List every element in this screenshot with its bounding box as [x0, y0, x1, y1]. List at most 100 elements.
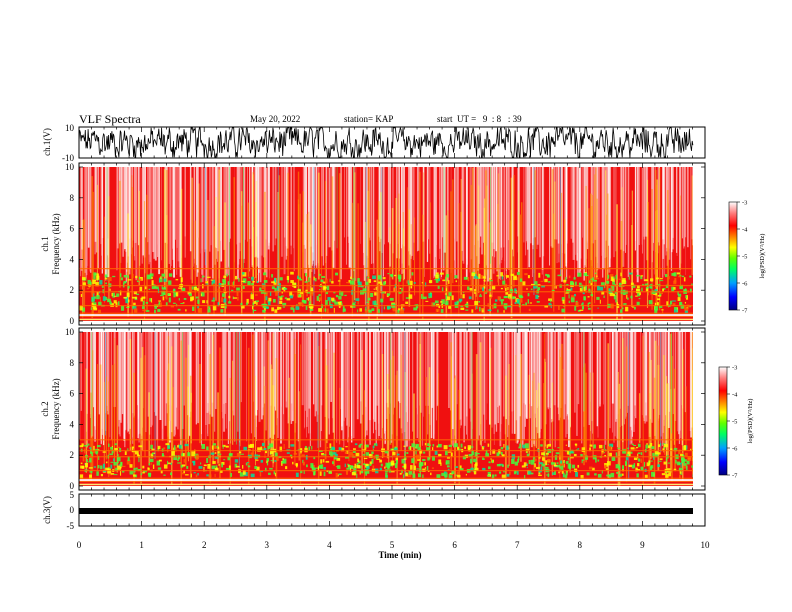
- spectrogram-cell: [470, 446, 474, 448]
- spectrogram-streak: [558, 332, 560, 421]
- spectrogram-cell: [473, 469, 477, 475]
- spectrogram-cell: [551, 289, 555, 291]
- spectrogram-cell: [407, 280, 409, 284]
- colorbar-tick-label: -3: [732, 365, 737, 372]
- spectrogram-streak: [362, 332, 364, 415]
- spectrogram-line: [79, 291, 693, 293]
- spectrogram-cell: [140, 473, 143, 475]
- spectrogram-cell: [468, 447, 471, 452]
- spectrogram-cell: [683, 459, 687, 462]
- spectrogram-cell: [231, 289, 234, 292]
- spectrogram-streak: [660, 332, 662, 453]
- spectrogram-cell: [497, 296, 501, 301]
- spectrogram-cell: [521, 465, 526, 468]
- spectrogram-cell: [365, 472, 368, 476]
- spectrogram-cell: [173, 445, 176, 450]
- spectrogram-cell: [263, 280, 268, 283]
- spectrogram-streak: [666, 190, 669, 287]
- spectrogram-cell: [488, 461, 491, 464]
- spectrogram-cell: [278, 306, 282, 310]
- spectrogram-cell: [620, 309, 623, 314]
- spectrogram-cell: [329, 448, 333, 451]
- ch2-freq-ylabel-ch: ch.2: [40, 401, 50, 416]
- spectrogram-cell: [519, 294, 523, 298]
- spectrogram-cell: [147, 467, 150, 471]
- spectrogram-cell: [269, 291, 272, 296]
- spectrogram-cell: [131, 447, 134, 453]
- spectrogram-cell: [411, 272, 414, 276]
- spectrogram-cell: [373, 288, 376, 290]
- spectrogram-streak: [427, 167, 430, 240]
- spectrogram-cell: [650, 442, 653, 447]
- x-tick-label: 8: [578, 540, 583, 550]
- spectrogram-cell: [444, 472, 448, 478]
- spectrogram-streak: [503, 167, 505, 248]
- spectrogram-cell: [292, 461, 294, 465]
- spectrogram-cell: [318, 464, 323, 469]
- spectrogram-cell: [239, 451, 242, 454]
- spectrogram-cell: [568, 300, 570, 304]
- spectrogram-cell: [240, 302, 243, 307]
- spectrogram-streak: [367, 190, 369, 312]
- spectrogram-cell: [448, 280, 450, 284]
- spectrogram-cell: [526, 453, 530, 457]
- spectrogram-streak: [634, 167, 636, 251]
- spectrogram-cell: [259, 287, 262, 292]
- spectrogram-streak: [408, 332, 410, 447]
- spectrogram-cell: [573, 453, 577, 457]
- spectrogram-streak: [553, 213, 555, 312]
- spectrogram-streak: [533, 332, 536, 418]
- spectrogram-cell: [274, 309, 278, 314]
- spectrogram-cell: [304, 281, 308, 283]
- spectrogram-cell: [320, 279, 324, 282]
- spectrogram-cell: [308, 277, 310, 282]
- spectrogram-streak: [224, 202, 226, 316]
- spectrogram-streak: [547, 332, 549, 410]
- spectrogram-streak: [264, 385, 266, 459]
- spectrogram-cell: [81, 443, 84, 447]
- x-tick-label: 7: [515, 540, 520, 550]
- spectrogram-streak: [671, 355, 673, 482]
- spectrogram-streak: [348, 389, 350, 462]
- spectrogram-streak: [616, 332, 618, 418]
- spectrogram-cell: [654, 305, 659, 311]
- spectrogram-streak: [187, 332, 189, 416]
- spectrogram-cell: [519, 443, 522, 448]
- spectrogram-cell: [318, 300, 320, 302]
- spectrogram-cell: [225, 445, 229, 448]
- spectrogram-cell: [344, 294, 347, 297]
- spectrogram-streak: [406, 187, 408, 280]
- spectrogram-cell: [484, 292, 488, 294]
- spectrogram-cell: [138, 276, 141, 280]
- spectrogram-streak: [633, 332, 635, 425]
- spectrogram-cell: [560, 462, 562, 464]
- spectrogram-streak: [583, 167, 585, 281]
- spectrogram-cell: [274, 472, 277, 477]
- spectrogram-cell: [579, 309, 584, 311]
- spectrogram-cell: [79, 305, 83, 311]
- spectrogram-streak: [211, 167, 214, 279]
- spectrogram-cell: [659, 278, 663, 280]
- spectrogram-cell: [646, 280, 649, 283]
- spectrogram-cell: [102, 463, 105, 469]
- spectrogram-streak: [683, 167, 685, 249]
- spectrogram-streak: [340, 167, 342, 280]
- spectrogram-streak: [410, 167, 412, 257]
- spectrogram-streak: [345, 332, 346, 418]
- spectrogram-cell: [673, 468, 677, 471]
- spectrogram-cell: [101, 285, 104, 288]
- spectrogram-streak: [127, 213, 129, 317]
- spectrogram-cell: [185, 474, 189, 476]
- spectrogram-cell: [606, 461, 611, 466]
- spectrogram-cell: [604, 463, 608, 467]
- spectrogram-streak: [395, 197, 397, 316]
- spectrogram-cell: [500, 447, 504, 450]
- spectrogram-cell: [110, 473, 115, 475]
- spectrogram-cell: [559, 466, 562, 469]
- spectrogram-cell: [313, 456, 316, 460]
- spectrogram-cell: [274, 452, 278, 458]
- spectrogram-cell: [111, 449, 114, 454]
- spectrogram-cell: [429, 292, 432, 295]
- spectrogram-streak: [262, 167, 264, 258]
